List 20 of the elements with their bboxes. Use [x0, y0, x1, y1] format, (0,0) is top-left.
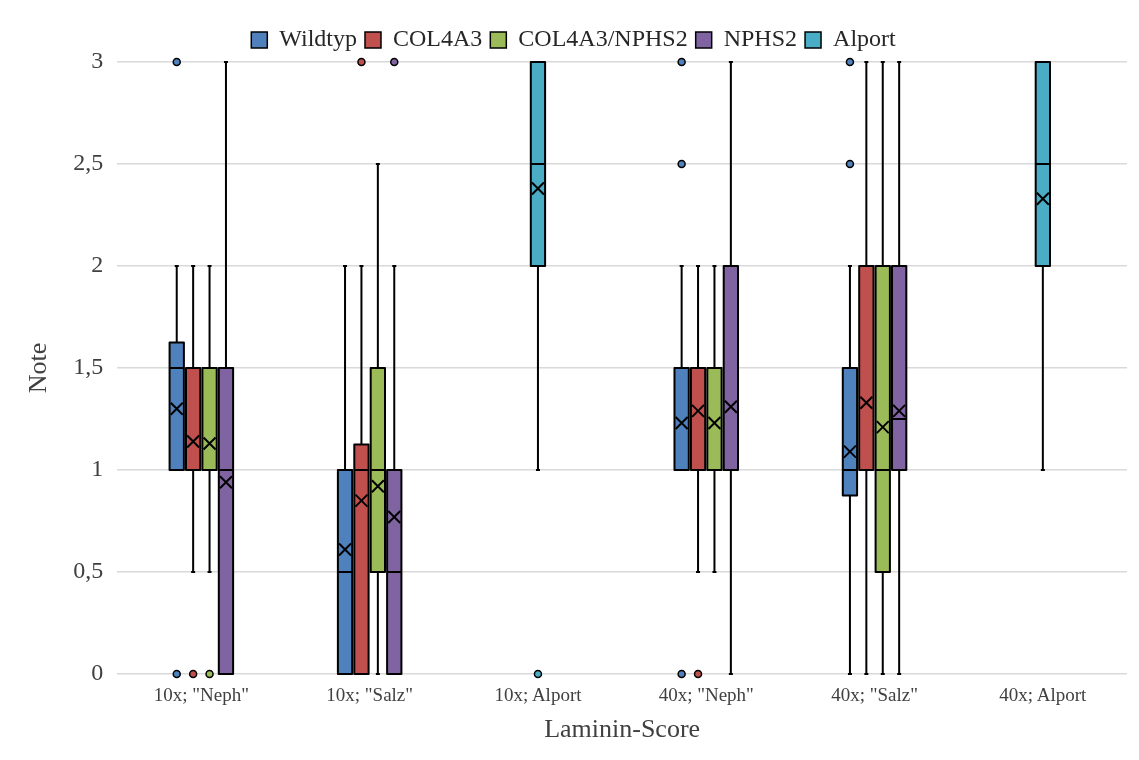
y-tick-label: 2	[91, 251, 104, 278]
y-tick-label: 1	[91, 455, 104, 482]
legend-label: Wildtyp	[279, 25, 357, 52]
x-axis-title: Laminin-Score	[544, 714, 701, 744]
x-tick-label: 10x; "Salz"	[326, 684, 414, 706]
y-axis-title: Note	[23, 342, 53, 394]
y-tick-label: 0,5	[73, 557, 104, 584]
y-tick-label: 2,5	[73, 149, 104, 176]
y-tick-label: 0	[91, 659, 104, 686]
x-tick-label: 40x; Alport	[999, 684, 1088, 706]
x-tick-label: 10x; "Neph"	[153, 684, 249, 706]
legend-label: COL4A3	[392, 25, 483, 52]
x-tick-label: 10x; Alport	[494, 684, 583, 706]
x-tick-label: 40x; "Neph"	[658, 684, 754, 706]
y-tick-label: 1,5	[73, 353, 104, 380]
x-tick-label: 40x; "Salz"	[831, 684, 918, 706]
legend-label: Alport	[833, 25, 897, 52]
y-tick-label: 3	[91, 47, 104, 74]
legend-label: COL4A3/NPHS2	[518, 25, 688, 52]
legend-label: NPHS2	[723, 25, 798, 52]
